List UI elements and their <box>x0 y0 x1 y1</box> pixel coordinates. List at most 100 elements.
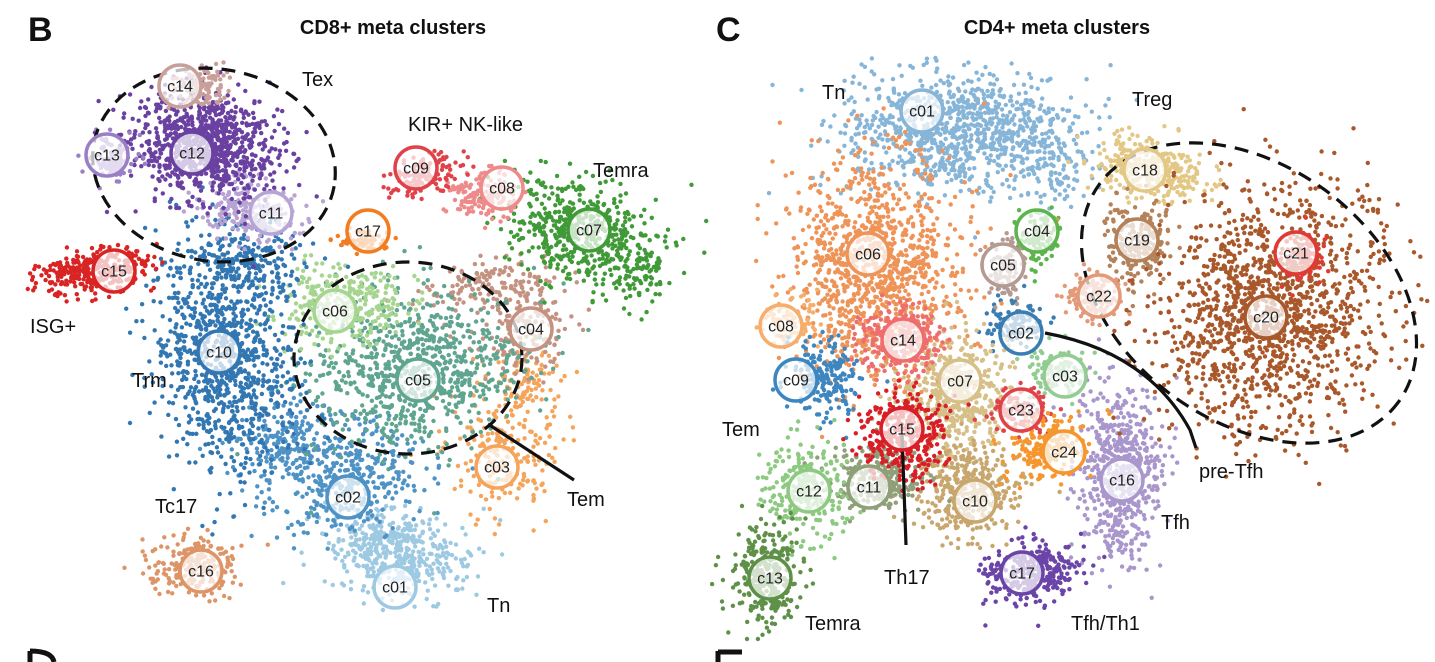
data-point <box>512 287 517 292</box>
data-point <box>348 587 354 592</box>
data-point <box>542 489 547 494</box>
data-point <box>529 286 534 292</box>
data-point <box>509 268 515 273</box>
data-point <box>425 278 430 283</box>
data-point <box>550 191 555 196</box>
data-point <box>179 377 185 383</box>
data-point <box>264 239 270 244</box>
data-point <box>452 197 458 203</box>
data-point <box>310 401 316 406</box>
data-point <box>530 245 535 250</box>
data-point <box>360 392 365 397</box>
data-point <box>394 490 399 495</box>
data-point <box>317 492 322 497</box>
data-point <box>251 242 257 247</box>
data-point <box>371 541 376 546</box>
data-point <box>178 275 183 281</box>
data-point <box>577 184 582 190</box>
data-point <box>536 226 542 231</box>
data-point <box>261 505 266 511</box>
data-point <box>507 257 512 262</box>
data-point <box>450 372 456 377</box>
data-point <box>216 418 221 423</box>
data-point <box>318 503 324 508</box>
data-point <box>358 449 363 454</box>
data-point <box>336 346 341 351</box>
data-point <box>265 436 270 441</box>
data-point <box>289 312 295 317</box>
data-point <box>386 304 391 309</box>
data-point <box>474 271 480 276</box>
data-point <box>324 475 329 480</box>
data-point <box>422 488 427 493</box>
data-point <box>274 348 279 353</box>
data-point <box>265 362 270 367</box>
data-point <box>326 540 332 546</box>
data-point <box>444 322 449 328</box>
data-point <box>383 544 389 549</box>
data-point <box>409 421 414 426</box>
data-point <box>503 318 509 323</box>
data-point <box>291 431 296 437</box>
data-point <box>495 435 500 440</box>
data-point <box>430 321 435 326</box>
data-point <box>188 290 193 296</box>
data-point <box>449 552 455 558</box>
data-point <box>455 282 460 288</box>
data-point <box>539 397 544 402</box>
data-point <box>548 264 553 270</box>
data-point <box>481 363 487 368</box>
data-point <box>540 468 545 473</box>
data-point <box>223 307 229 312</box>
data-point <box>702 250 707 255</box>
data-point <box>270 508 275 513</box>
data-point <box>350 414 355 419</box>
data-point <box>493 339 499 345</box>
data-point <box>366 541 372 546</box>
data-point <box>250 281 255 286</box>
data-point <box>563 217 568 222</box>
data-point <box>285 411 291 416</box>
data-point <box>324 279 330 284</box>
data-point <box>262 285 267 290</box>
data-point <box>219 424 224 430</box>
data-point <box>519 262 524 267</box>
data-point <box>256 266 262 272</box>
data-point <box>303 452 309 457</box>
data-point <box>369 374 375 379</box>
data-point <box>338 455 344 460</box>
data-point <box>284 460 289 465</box>
data-point <box>570 425 576 430</box>
data-point <box>263 303 269 308</box>
data-point <box>539 370 544 376</box>
data-point <box>371 522 376 528</box>
data-point <box>194 214 199 220</box>
data-point <box>503 360 509 365</box>
data-point <box>591 264 597 269</box>
data-point <box>353 542 358 547</box>
data-point <box>401 469 406 474</box>
data-point <box>437 345 442 351</box>
data-point <box>632 286 637 291</box>
data-point <box>614 204 620 210</box>
data-point <box>349 451 354 457</box>
data-point <box>546 353 552 358</box>
data-point <box>174 453 180 458</box>
data-point <box>439 354 445 359</box>
data-point <box>368 419 373 424</box>
data-point <box>354 448 359 453</box>
data-point <box>269 368 275 374</box>
data-point <box>580 327 586 333</box>
data-point <box>296 361 301 366</box>
data-point <box>307 372 313 377</box>
data-point <box>295 519 301 525</box>
data-point <box>397 355 402 360</box>
data-point <box>263 320 269 325</box>
data-point <box>363 416 368 421</box>
data-point <box>421 281 426 286</box>
data-point <box>644 258 650 263</box>
data-point <box>260 424 265 429</box>
data-point <box>373 404 378 409</box>
data-point <box>411 549 416 554</box>
data-point <box>281 288 286 293</box>
